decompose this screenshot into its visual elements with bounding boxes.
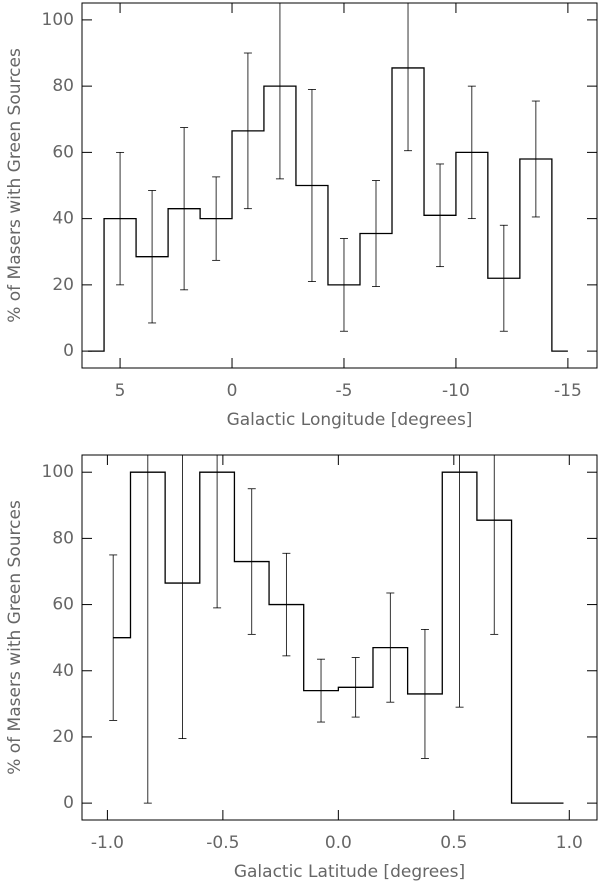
error-bar: [275, 3, 284, 180]
x-axis-label: Galactic Latitude [degrees]: [234, 862, 465, 882]
error-bar: [213, 455, 222, 609]
y-tick-label: 60: [52, 142, 74, 162]
error-bar: [404, 3, 413, 152]
y-tick-label: 80: [52, 528, 74, 548]
error-bar: [386, 592, 395, 703]
error-bar: [116, 151, 125, 286]
plot-frame: [81, 2, 598, 369]
y-tick-label: 40: [52, 661, 74, 681]
error-bar: [436, 163, 445, 268]
error-bar: [307, 89, 316, 282]
error-bar: [499, 224, 508, 332]
x-tick-label: 0.5: [440, 833, 467, 853]
plot: 5 0 -5 -10 -15 0 20 40 60 80 100 Galactic Longitude…: [5, 2, 598, 430]
x-tick-label: 5: [115, 381, 126, 401]
plot: -1.0 -0.5 0.0 0.5 1.0 0 20 40 60 80 100 Galactic La…: [5, 454, 598, 882]
error-bar: [467, 85, 476, 220]
step-line: [113, 471, 564, 804]
error-bar: [455, 455, 464, 708]
y-tick-label: 20: [52, 727, 74, 747]
y-tick-label: 80: [52, 76, 74, 96]
x-tick-label: 1.0: [556, 833, 583, 853]
y-tick-label: 100: [42, 10, 74, 30]
error-bar: [317, 658, 326, 723]
error-bar: [180, 127, 189, 291]
error-bar: [247, 488, 256, 635]
y-axis-label: % of Masers with Green Sources: [5, 48, 25, 323]
error-bar: [282, 552, 291, 657]
y-tick-label: 60: [52, 595, 74, 615]
error-bar: [339, 238, 348, 332]
error-bar: [178, 455, 187, 739]
y-tick-label: 0: [63, 341, 74, 361]
data-area: [88, 3, 568, 352]
x-tick-label: -0.5: [206, 833, 239, 853]
step-line: [88, 67, 568, 352]
y-tick-label: 100: [42, 462, 74, 482]
x-tick-label: 0.0: [325, 833, 352, 853]
x-tick-label: 0: [227, 381, 238, 401]
error-bar: [148, 190, 157, 324]
error-bar: [531, 100, 540, 218]
error-bar: [109, 554, 118, 721]
x-axis-label: Galactic Longitude [degrees]: [227, 410, 473, 430]
error-bar: [212, 176, 221, 261]
x-tick-label: -15: [554, 381, 582, 401]
x-tick-label: -5: [336, 381, 353, 401]
x-tick-label: -1.0: [91, 833, 124, 853]
error-bar: [351, 657, 360, 718]
error-bar: [143, 455, 152, 804]
error-bar: [243, 52, 252, 210]
y-tick-label: 20: [52, 275, 74, 295]
y-tick-label: 0: [63, 793, 74, 813]
error-bar: [371, 180, 380, 287]
y-tick-label: 40: [52, 209, 74, 229]
data-area: [109, 455, 564, 804]
error-bar: [490, 455, 499, 635]
y-axis-label: % of Masers with Green Sources: [5, 500, 25, 775]
plot-frame: [81, 454, 598, 821]
x-tick-label: -10: [442, 381, 470, 401]
error-bar: [420, 628, 429, 759]
